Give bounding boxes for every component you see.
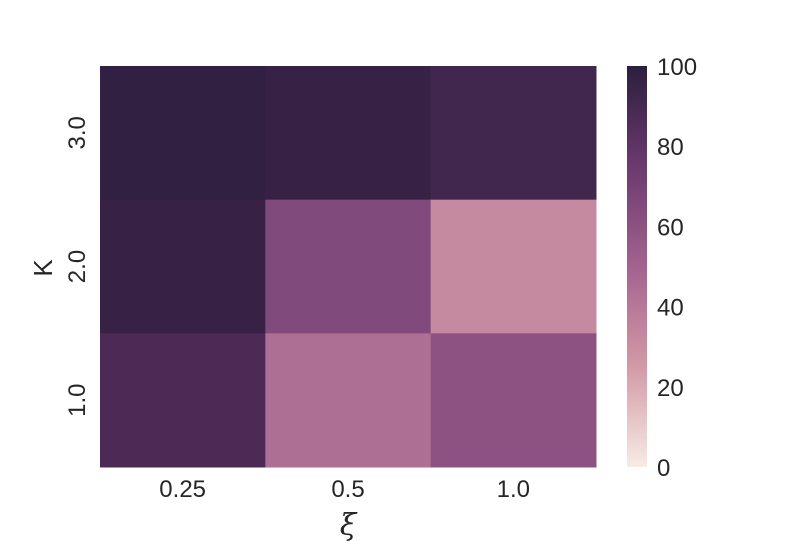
colorbar [627, 66, 647, 467]
heatmap-cell [100, 199, 266, 334]
x-tick-label: 1.0 [497, 476, 530, 503]
y-axis-label: K [28, 259, 58, 277]
y-tick-label: 3.0 [64, 116, 91, 149]
heatmap-cell [430, 199, 597, 334]
x-axis-label: ξ [340, 508, 358, 543]
colorbar-tick-labels: 0 20 40 60 80 100 [657, 54, 697, 482]
heatmap-cell [430, 333, 597, 468]
heatmap-cells [100, 66, 597, 468]
heatmap-cell [100, 66, 266, 201]
colorbar-tick-label: 80 [657, 134, 684, 161]
heatmap-cell [265, 333, 432, 468]
colorbar-tick-label: 20 [657, 375, 684, 402]
heatmap-cell [265, 199, 432, 334]
heatmap-cell [430, 66, 597, 201]
colorbar-tick-label: 100 [657, 54, 697, 81]
y-tick-label: 1.0 [64, 383, 91, 416]
colorbar-tick-label: 40 [657, 295, 684, 322]
heatmap-cell [100, 333, 266, 468]
colorbar-tick-label: 60 [657, 214, 684, 241]
x-tick-label: 0.5 [331, 476, 364, 503]
y-tick-label: 2.0 [64, 250, 91, 283]
x-tick-label: 0.25 [159, 476, 206, 503]
x-tick-labels: 0.25 0.5 1.0 [159, 476, 530, 503]
colorbar-tick-label: 0 [657, 455, 670, 482]
heatmap-cell [265, 66, 432, 201]
y-tick-labels: 3.0 2.0 1.0 [64, 116, 91, 417]
